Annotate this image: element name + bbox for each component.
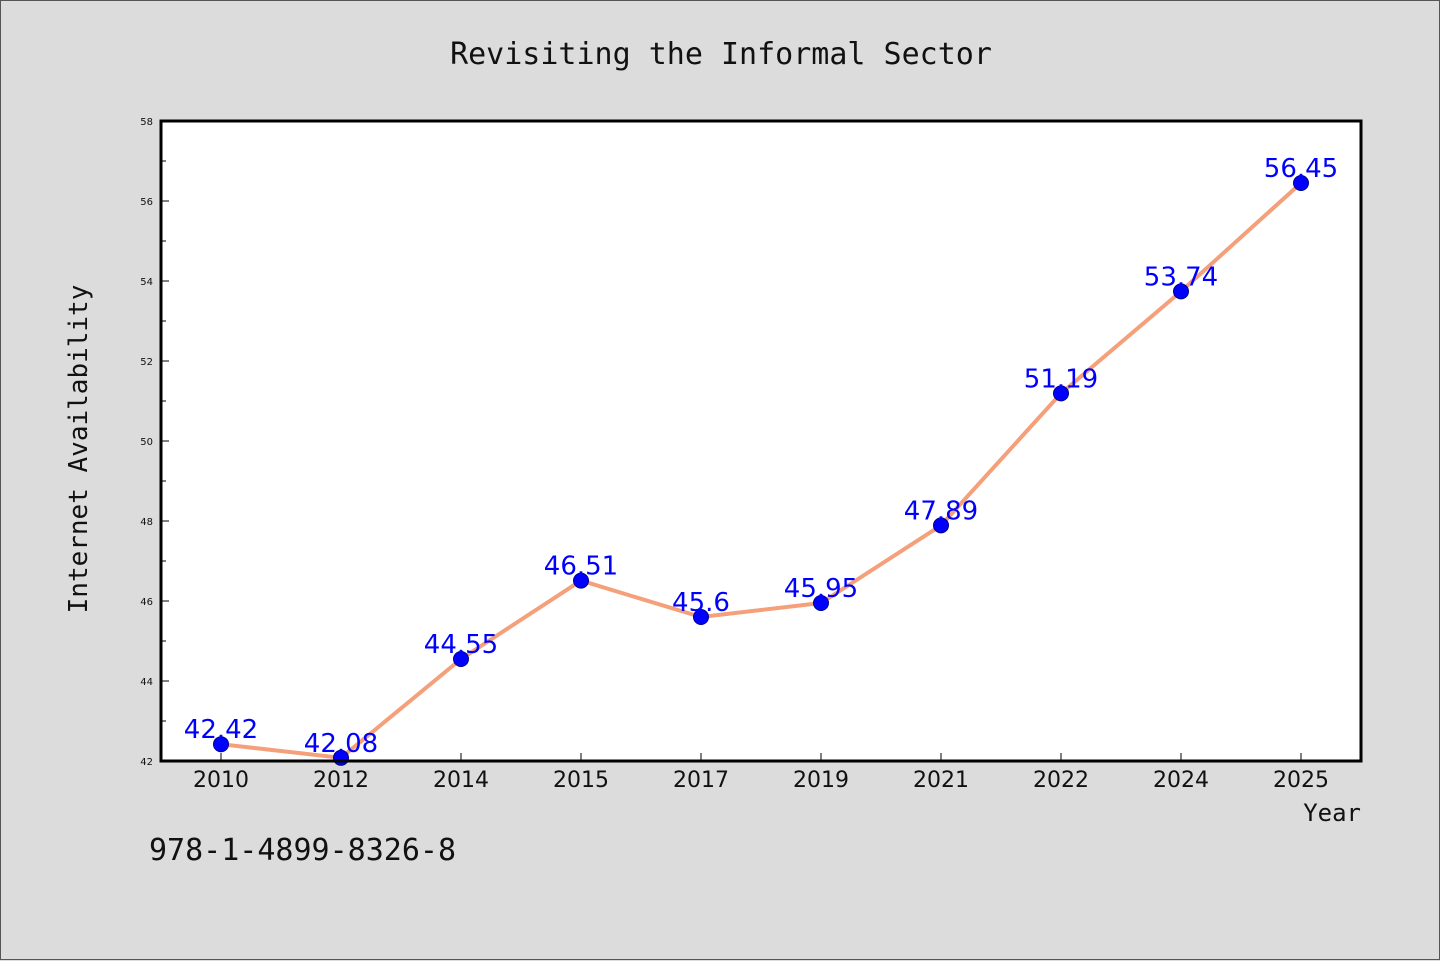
chart-title: Revisiting the Informal Sector [450, 37, 992, 72]
data-point [933, 517, 949, 534]
y-axis-label: Internet Availability [64, 285, 94, 614]
data-label: 42.42 [184, 715, 258, 745]
y-tick-label: 44 [140, 677, 153, 688]
y-tick-label: 54 [140, 277, 153, 288]
isbn-caption: 978-1-4899-8326-8 [149, 833, 457, 868]
data-point [813, 595, 829, 611]
data-point [573, 572, 589, 589]
y-tick-label: 48 [140, 517, 153, 528]
data-label: 45.95 [784, 574, 858, 604]
series-line [219, 181, 1303, 760]
data-label: 45.6 [672, 588, 730, 618]
data-point [213, 736, 229, 753]
data-label: 56.45 [1264, 154, 1338, 184]
x-tick-label: 2025 [1273, 768, 1329, 793]
x-tick-label: 2021 [913, 768, 969, 793]
x-tick-label: 2012 [313, 768, 369, 793]
data-label: 47.89 [904, 496, 978, 526]
data-point [1173, 283, 1189, 300]
data-point [1293, 175, 1309, 191]
y-tick-label: 52 [140, 357, 153, 368]
y-tick-label: 42 [140, 757, 153, 768]
plot-background [161, 121, 1361, 761]
plot-area: 42 44 46 48 50 52 54 56 58 2010 2012 2014 2015 2017 20… [140, 117, 1363, 793]
data-label: 44.55 [424, 630, 498, 660]
x-tick-label: 2010 [193, 768, 249, 793]
data-label: 51.19 [1024, 364, 1098, 394]
x-tick-label: 2015 [553, 768, 609, 793]
data-point [693, 609, 709, 625]
x-axis-label: Year [1303, 799, 1361, 827]
x-tick-label: 2017 [673, 768, 729, 793]
x-tick-label: 2019 [793, 768, 849, 793]
plot-frame [159, 119, 1363, 763]
data-label: 42.08 [304, 729, 378, 759]
data-label: 46.51 [544, 552, 618, 582]
x-tick-label: 2014 [433, 768, 489, 793]
y-tick-label: 50 [140, 437, 153, 448]
x-tick-label: 2024 [1153, 768, 1209, 793]
x-tick-label: 2022 [1033, 768, 1089, 793]
data-point [453, 651, 469, 667]
y-tick-label: 58 [140, 117, 153, 128]
data-label: 53.74 [1144, 262, 1218, 292]
y-tick-label: 46 [140, 597, 153, 608]
y-tick-label: 56 [140, 197, 153, 208]
data-point [1053, 385, 1069, 402]
